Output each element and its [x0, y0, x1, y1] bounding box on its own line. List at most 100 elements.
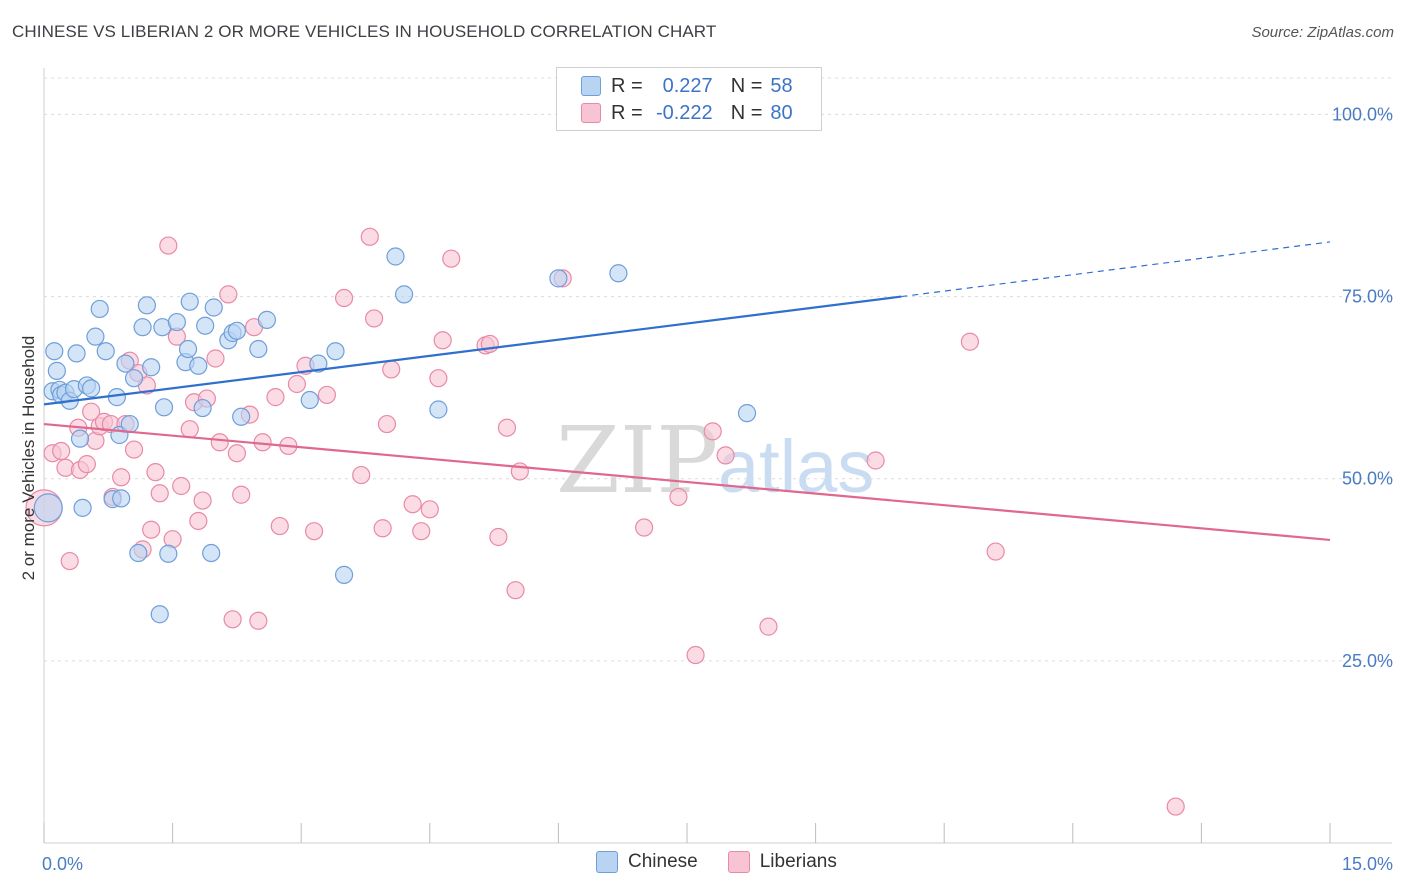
legend-n-value: 80	[770, 101, 793, 124]
liberian-point	[489, 527, 508, 547]
liberian-point	[377, 414, 397, 434]
liberian-point	[210, 433, 229, 452]
liberian-point	[986, 542, 1005, 561]
liberian-point	[360, 227, 379, 246]
chinese-point	[549, 269, 568, 288]
chinese-point	[154, 398, 174, 417]
liberian-point	[352, 465, 371, 485]
liberian-point	[686, 645, 705, 665]
liberian-point	[124, 440, 144, 459]
liberian-point	[382, 360, 401, 379]
liberian-point	[1166, 797, 1185, 816]
liberian-point	[266, 388, 285, 407]
legend-r-value: -0.222	[655, 101, 713, 124]
chinese-point	[737, 404, 757, 423]
liberian-point	[669, 487, 688, 507]
liberian-point	[304, 522, 324, 541]
chinese-point	[45, 342, 64, 361]
liberian-point	[497, 418, 517, 437]
chinese-point	[204, 298, 223, 317]
liberian-trend-line	[43, 422, 1331, 542]
watermark-atlas: atlas	[718, 425, 874, 508]
chinese-point	[96, 342, 115, 361]
legend-row-liberian: R = -0.222 N = 80	[581, 101, 793, 125]
liberian-point	[82, 402, 101, 421]
liberian-point	[334, 288, 354, 308]
chinese-point	[178, 339, 198, 359]
legend-n-label: N =	[730, 101, 763, 124]
chinese-point	[232, 407, 251, 426]
chinese-point	[107, 388, 126, 407]
chinese-point	[112, 489, 131, 508]
series-legend: Chinese Liberians	[596, 851, 867, 873]
legend-item-liberians[interactable]: Liberians	[727, 851, 837, 873]
chinese-point	[386, 247, 405, 266]
liberian-point	[180, 420, 199, 439]
liberian-point	[373, 519, 392, 538]
liberian-point	[364, 309, 384, 328]
liberian-point	[317, 385, 337, 405]
tick-labels: 25.0% 50.0% 75.0% 100.0% 0.0% 15.0%	[42, 104, 1393, 874]
liberian-point	[77, 455, 96, 474]
chinese-point	[120, 414, 139, 434]
liberian-point	[433, 331, 452, 350]
chinese-point	[394, 285, 414, 304]
liberian-point	[193, 491, 212, 510]
chinese-trend-line	[43, 295, 902, 406]
chinese-point	[193, 398, 212, 418]
y-tick-label: 25.0%	[1342, 651, 1393, 671]
liberian-point	[159, 236, 178, 255]
chinese-point	[129, 543, 148, 563]
liberian-point	[52, 441, 71, 461]
source-label: Source: ZipAtlas.com	[1251, 24, 1394, 41]
liberian-point	[429, 369, 448, 388]
legend-item-chinese[interactable]: Chinese	[596, 851, 698, 873]
legend-n-label: N =	[730, 74, 763, 97]
chinese-point	[309, 354, 328, 373]
legend-label-liberians: Liberians	[759, 851, 837, 872]
chinese-point	[86, 327, 105, 346]
liberian-point	[219, 285, 238, 304]
chinese-point	[73, 498, 92, 517]
legend-row-chinese: R = 0.227 N = 58	[581, 74, 793, 98]
chinese-point	[116, 354, 135, 373]
legend-swatch-liberian	[581, 103, 601, 123]
chinese-point	[137, 296, 156, 315]
liberian-point	[403, 495, 422, 514]
chinese-point	[257, 310, 277, 329]
legend-swatch-chinese	[581, 76, 601, 96]
chinese-point	[124, 369, 144, 388]
liberian-point	[866, 451, 885, 470]
liberian-point	[287, 374, 307, 394]
liberian-point	[172, 476, 191, 496]
chinese-point	[33, 493, 63, 523]
gridlines	[44, 77, 1392, 662]
chinese-point	[67, 344, 86, 363]
correlation-legend: R = 0.227 N = 58 R = -0.222 N = 80	[556, 67, 822, 131]
chinese-point	[429, 400, 448, 419]
liberian-point	[150, 484, 169, 503]
chinese-trend-extension	[901, 241, 1331, 298]
liberian-point	[412, 522, 431, 541]
y-tick-label: 50.0%	[1342, 469, 1393, 489]
chinese-point	[47, 361, 66, 380]
liberian-point	[206, 349, 225, 368]
liberian-point	[635, 518, 654, 537]
legend-r-label: R =	[611, 101, 643, 124]
liberian-point	[270, 516, 289, 536]
watermark: ZIP atlas	[556, 407, 874, 514]
y-tick-label: 75.0%	[1342, 287, 1393, 307]
axes	[43, 68, 1392, 844]
legend-swatch-chinese	[596, 851, 618, 873]
chinese-point	[180, 292, 199, 311]
liberian-point	[716, 446, 735, 465]
chinese-point	[90, 299, 109, 319]
liberian-point	[189, 511, 208, 531]
x-tick-label: 15.0%	[1342, 854, 1393, 874]
chinese-point	[326, 342, 345, 361]
liberian-point	[232, 485, 251, 504]
chinese-point	[150, 605, 169, 624]
liberian-point	[227, 444, 246, 463]
chinese-point	[82, 379, 101, 398]
